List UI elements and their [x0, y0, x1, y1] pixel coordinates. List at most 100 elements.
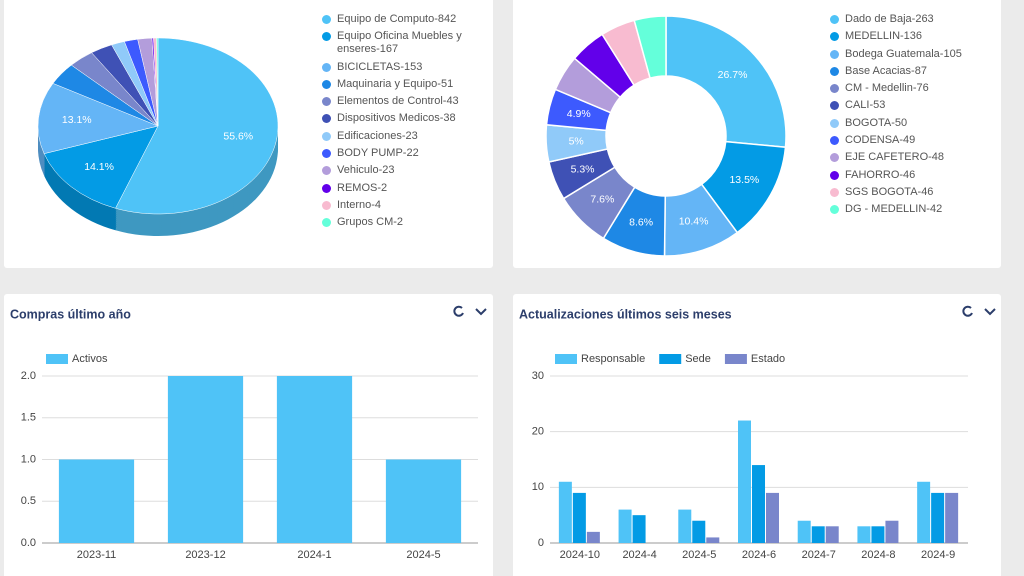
legend-label: Grupos CM-2: [337, 216, 404, 229]
legend-item: Equipo de Computo-842: [322, 13, 472, 26]
legend-swatch: [322, 183, 331, 193]
legend-swatch: [555, 354, 577, 364]
legend-label: Base Acacias-87: [845, 64, 927, 77]
legend-swatch: [830, 15, 839, 24]
legend-label: BODY PUMP-22: [337, 147, 419, 160]
bar: [797, 520, 811, 543]
legend-item: Base Acacias-87: [830, 65, 980, 78]
bar: [706, 537, 720, 543]
legend-swatch: [830, 66, 839, 76]
value-label: 5.3%: [571, 163, 595, 175]
legend-item: CODENSA-49: [830, 134, 980, 147]
bar: [692, 520, 706, 543]
pie-slice: [115, 37, 279, 215]
chart-title: Compras último año: [10, 307, 131, 321]
bar: [385, 459, 462, 543]
legend-swatch: [830, 205, 839, 215]
refresh-icon[interactable]: [453, 305, 464, 317]
x-tick-label: 2024-9: [921, 549, 955, 561]
x-tick-label: 2024-8: [861, 549, 895, 561]
legend-label: DG - MEDELLIN-42: [845, 203, 943, 216]
legend-swatch: [659, 354, 682, 364]
bar: [825, 526, 839, 543]
bar: [871, 526, 885, 543]
bar: [811, 526, 825, 543]
legend-label: BICICLETAS-153: [337, 60, 423, 73]
bar: [586, 531, 600, 543]
value-label: 55.6%: [223, 131, 253, 143]
legend-label: REMOS-2: [337, 181, 388, 194]
value-label: 13.5%: [729, 174, 759, 186]
legend-item: REMOS-2: [322, 182, 472, 195]
legend-swatch: [830, 136, 839, 146]
refresh-icon[interactable]: [962, 305, 973, 317]
x-tick-label: 2024-7: [802, 549, 836, 561]
legend-label: Equipo de Computo-842: [337, 13, 457, 25]
y-tick-label: 30: [532, 370, 544, 382]
bar: [752, 465, 765, 543]
legend-label: MEDELLIN-136: [845, 30, 923, 43]
legend-swatch: [830, 153, 839, 163]
legend-label: BOGOTA-50: [845, 116, 908, 129]
legend-item: Maquinaria y Equipo-51: [322, 78, 472, 91]
legend-item: Dado de Baja-263: [830, 13, 980, 26]
collapse-icon[interactable]: [984, 308, 996, 316]
bar: [558, 481, 572, 543]
legend-label: Sede: [685, 353, 711, 365]
x-tick-label: 2024-6: [742, 549, 776, 561]
legend-swatch: [830, 101, 839, 111]
legend-swatch: [322, 62, 331, 72]
y-tick-label: 1.5: [21, 412, 36, 424]
value-label: 13.1%: [62, 114, 92, 126]
legend-swatch: [830, 118, 839, 128]
legend-swatch: [322, 131, 331, 141]
legend-item: CALI-53: [830, 99, 980, 112]
legend-item: EJE CAFETERO-48: [830, 151, 980, 164]
value-label: 7.6%: [590, 193, 614, 205]
legend-item: MEDELLIN-136: [830, 30, 980, 43]
x-tick-label: 2023-12: [185, 549, 225, 561]
y-tick-label: 0.0: [21, 537, 36, 549]
bar: [945, 492, 959, 543]
legend-swatch: [830, 187, 839, 197]
legend-label: Dispositivos Medicos-38: [337, 112, 456, 125]
value-label: 5%: [569, 135, 584, 147]
legend-label: Interno-4: [337, 198, 382, 211]
y-tick-label: 20: [532, 426, 544, 438]
legend-label: Edificaciones-23: [337, 129, 418, 142]
bar: [678, 509, 692, 543]
y-tick-label: 0: [538, 537, 544, 549]
value-label: 14.1%: [84, 161, 114, 173]
x-tick-label: 2023-11: [77, 549, 117, 561]
donut-slice: [633, 15, 667, 80]
value-label: 8.6%: [629, 216, 653, 228]
pie-slice: [43, 125, 159, 209]
icons[interactable]: [453, 305, 996, 317]
legend-swatch: [322, 97, 331, 107]
bar: [632, 515, 646, 543]
legend-label: Maquinaria y Equipo-51: [337, 77, 454, 90]
legend-label: CODENSA-49: [845, 134, 916, 147]
panel: [513, 294, 1001, 576]
legend-swatch: [830, 32, 839, 42]
y-tick-label: 2.0: [21, 370, 36, 382]
value-label: 4.9%: [567, 108, 591, 120]
bar: [276, 376, 353, 543]
collapse-icon[interactable]: [475, 308, 487, 316]
donut-slice: [665, 15, 787, 149]
bar: [917, 481, 931, 543]
value-label: 26.7%: [718, 69, 748, 81]
legend-item: Dispositivos Medicos-38: [322, 112, 472, 125]
legend: Dado de Baja-263 MEDELLIN-136 Bodega Guate…: [830, 13, 980, 221]
legend-item: DG - MEDELLIN-42: [830, 203, 980, 216]
legend-swatch: [322, 200, 331, 210]
legend-item: Vehiculo-23: [322, 164, 472, 177]
legend-item: BODY PUMP-22: [322, 147, 472, 160]
legend-swatch: [322, 218, 331, 228]
bar: [572, 492, 586, 543]
legend-item: BOGOTA-50: [830, 117, 980, 130]
legend-item: Equipo Oficina Muebles y enseres-167: [322, 30, 472, 56]
legend-swatch: [322, 32, 331, 42]
